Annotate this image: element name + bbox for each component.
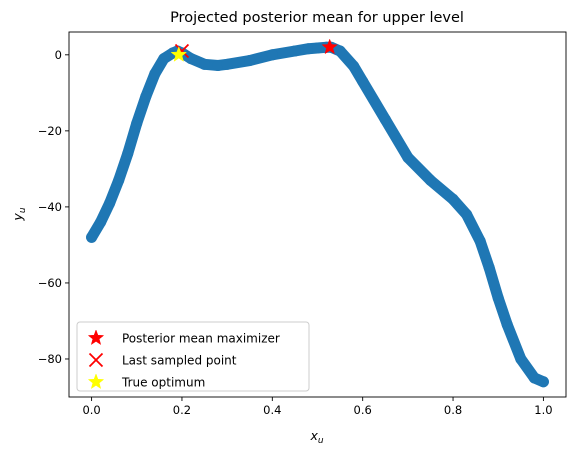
x-tick-label: 1.0 (534, 403, 552, 417)
data-point (199, 58, 211, 70)
data-point (501, 319, 513, 331)
true-optimum-marker (87, 373, 105, 390)
data-point (289, 45, 301, 57)
y-tick-label: 0 (55, 48, 62, 62)
posterior-mean-maximizer-marker (87, 329, 105, 346)
posterior-mean-maximizer-marker (321, 38, 338, 55)
data-point (402, 151, 414, 163)
y-tick-label: −20 (38, 124, 62, 138)
legend: Posterior mean maximizer Last sampled poi… (76, 321, 310, 392)
data-point (140, 91, 152, 103)
x-tick-label: 0.6 (354, 403, 372, 417)
y-tick-label: −40 (38, 200, 62, 214)
true-optimum-marker (170, 46, 188, 62)
data-point (212, 59, 224, 71)
x-marker-stroke (88, 352, 104, 368)
x-axis-label: xu (309, 428, 323, 446)
data-point (158, 53, 170, 65)
y-tick-label: −60 (38, 276, 62, 290)
chart-title: Projected posterior mean for upper level (170, 10, 464, 26)
data-point (348, 60, 360, 72)
data-point (302, 43, 314, 55)
axes-frame (68, 31, 567, 398)
data-point (149, 68, 161, 80)
data-point (537, 376, 549, 388)
data-point (447, 193, 459, 205)
last-sampled-point-marker (88, 352, 104, 368)
data-point (424, 174, 436, 186)
data-point (185, 53, 197, 65)
data-point (334, 45, 346, 57)
data-point (461, 209, 473, 220)
x-tick-label: 0.4 (263, 403, 281, 417)
data-point (95, 216, 107, 228)
data-point (266, 49, 278, 61)
data-point (312, 42, 323, 54)
data-point (515, 353, 527, 365)
data-point (122, 148, 134, 160)
data-point (221, 58, 233, 70)
data-point (86, 231, 98, 243)
legend-label: True optimum (121, 376, 205, 390)
data-point (357, 75, 369, 87)
data-point (492, 292, 504, 304)
data-point (379, 113, 391, 125)
data-point (528, 372, 540, 384)
x-tick-label: 0.2 (173, 403, 191, 417)
data-point (483, 262, 495, 274)
legend-label: Last sampled point (122, 354, 237, 368)
data-point (113, 174, 125, 186)
data-point (104, 197, 116, 209)
data-point (131, 117, 143, 129)
y-tick-label: −80 (38, 352, 62, 366)
legend-box (76, 321, 310, 392)
data-point (474, 235, 486, 247)
data-point (244, 55, 256, 67)
x-tick-label: 0.0 (82, 403, 100, 417)
legend-label: Posterior mean maximizer (122, 332, 280, 346)
y-axis-label: yu (10, 207, 28, 221)
x-tick-label: 0.8 (444, 403, 462, 417)
